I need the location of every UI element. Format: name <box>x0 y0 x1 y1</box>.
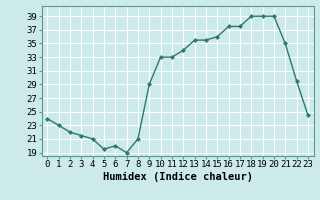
X-axis label: Humidex (Indice chaleur): Humidex (Indice chaleur) <box>103 172 252 182</box>
